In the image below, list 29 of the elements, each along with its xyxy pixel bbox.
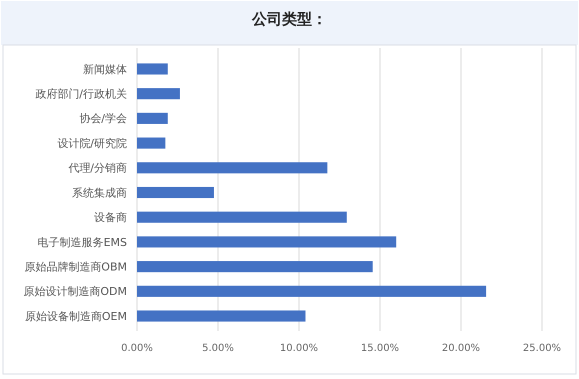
x-tick-label: 15.00%	[360, 343, 400, 354]
y-tick-label: 新闻媒体	[83, 62, 127, 76]
y-tick-label: 原始设备制造商OEM	[24, 310, 127, 323]
bar	[137, 286, 486, 297]
bar	[137, 186, 214, 198]
bar	[137, 138, 166, 149]
bar	[137, 162, 328, 174]
y-tick-label: 设计院/研究院	[57, 136, 127, 150]
bar	[137, 236, 396, 248]
x-tick-label: 0.00%	[121, 343, 153, 354]
bar	[137, 310, 306, 322]
bar	[137, 261, 373, 272]
x-tick-label: 20.00%	[442, 343, 480, 354]
y-tick-label: 电子制造服务EMS	[38, 236, 128, 249]
y-tick-label: 原始设计制造商ODM	[23, 285, 127, 298]
x-tick-label: 10.00%	[280, 343, 318, 354]
bar	[137, 88, 180, 100]
y-tick-label: 原始品牌制造商OBM	[24, 260, 127, 274]
y-tick-label: 设备商	[94, 211, 127, 224]
y-tick-label: 协会/学会	[79, 112, 127, 126]
bar	[137, 63, 168, 75]
x-tick-label: 5.00%	[202, 343, 234, 354]
y-tick-label: 政府部门/行政机关	[35, 88, 127, 101]
bar	[137, 112, 168, 124]
x-tick-label: 25.00%	[522, 343, 562, 354]
chart-title: 公司类型：	[251, 10, 327, 28]
bar	[137, 212, 347, 223]
y-tick-label: 系统集成商	[72, 186, 127, 200]
y-tick-label: 代理/分销商	[67, 162, 127, 175]
